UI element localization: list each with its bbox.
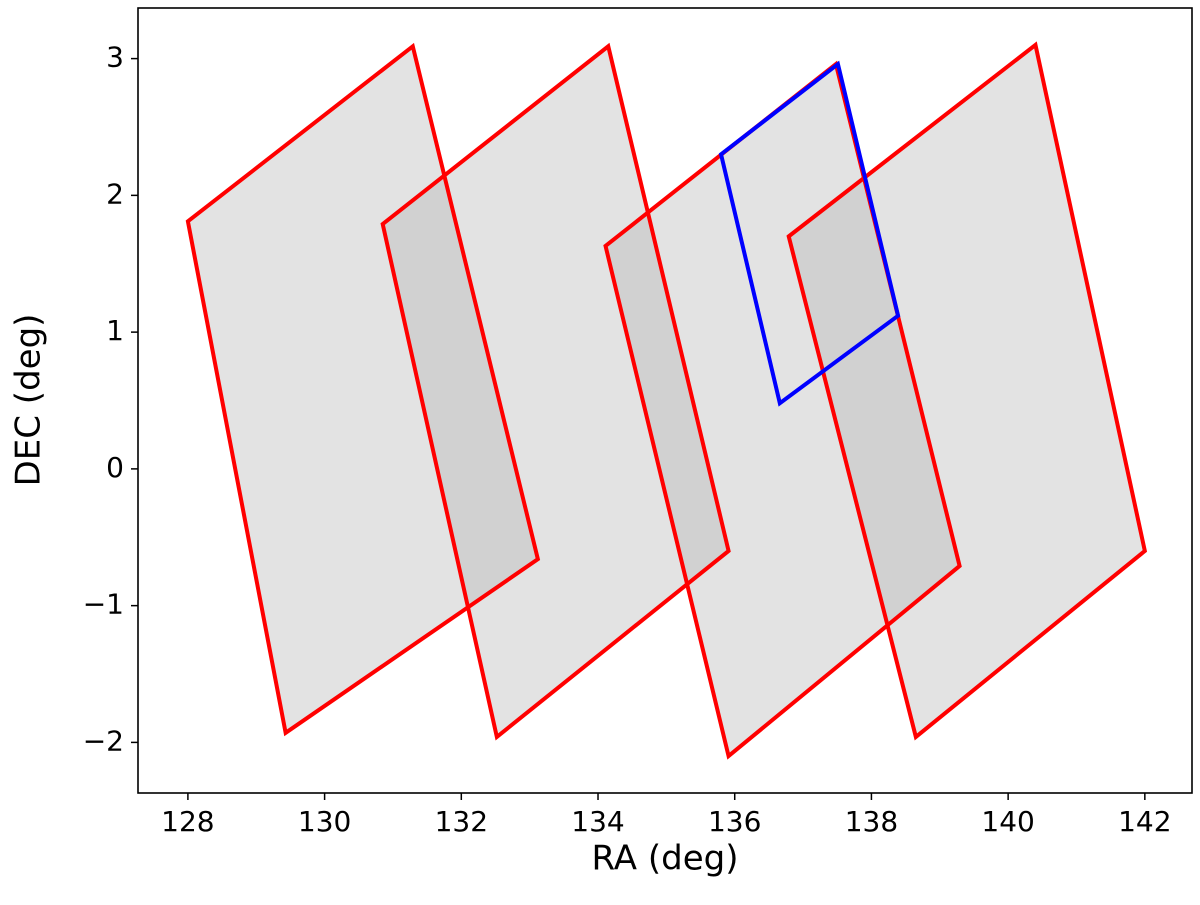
x-tick-label: 138 [845, 805, 898, 838]
y-tick-label: 3 [106, 41, 124, 74]
region-outline [786, 41, 1148, 741]
y-axis-label: DEC (deg) [9, 314, 49, 487]
region-outline [185, 42, 541, 737]
y-tick-label: 1 [106, 314, 124, 347]
outlines [185, 41, 1148, 760]
x-tick-label: 130 [298, 805, 351, 838]
x-tick-label: 134 [571, 805, 624, 838]
x-tick-label: 142 [1118, 805, 1171, 838]
x-axis-label: RA (deg) [592, 839, 739, 879]
x-tick-label: 132 [435, 805, 488, 838]
x-tick-label: 136 [708, 805, 761, 838]
region-fill [187, 46, 538, 733]
region-outline [380, 42, 731, 741]
region-fill [788, 44, 1145, 737]
region-outline [718, 60, 901, 407]
y-tick-label: 2 [106, 177, 124, 210]
y-tick-label: −1 [83, 588, 124, 621]
x-tick-label: 140 [981, 805, 1034, 838]
plot-frame [137, 7, 1193, 794]
x-tick-label: 128 [161, 805, 214, 838]
region-fill [605, 64, 960, 757]
y-tick-label: −2 [83, 724, 124, 757]
y-tick-label: 0 [106, 451, 124, 484]
fills [187, 44, 1145, 757]
